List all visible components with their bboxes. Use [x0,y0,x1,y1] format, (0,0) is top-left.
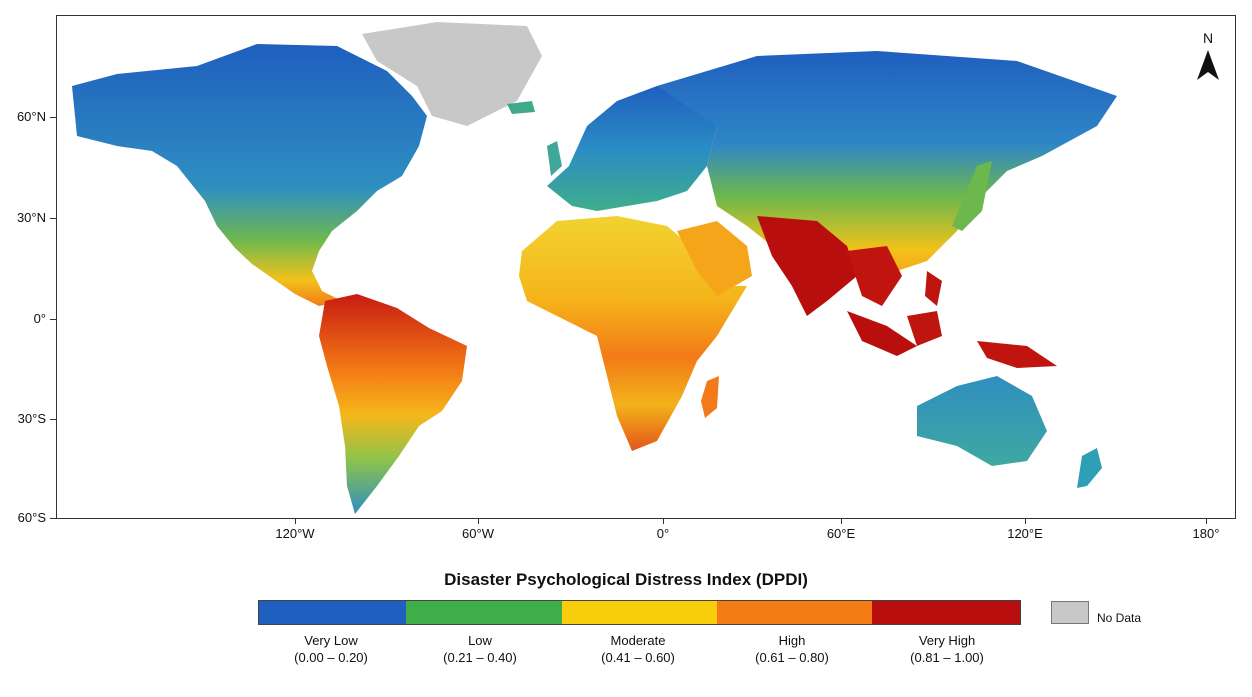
legend-label-very-high: Very High (0.81 – 1.00) [869,632,1025,666]
legend-class-range: (0.81 – 1.00) [910,650,984,665]
legend-label-very-low: Very Low (0.00 – 0.20) [253,632,409,666]
philippines-islands [925,271,942,306]
lat-tick-60n [50,117,56,118]
legend-title: Disaster Psychological Distress Index (D… [444,570,808,589]
lon-tick-0 [663,519,664,524]
legend-class-range: (0.41 – 0.60) [601,650,675,665]
southeast-asia-very-high-region [847,246,902,306]
lon-label-180: 180° [1192,526,1220,541]
british-isles [547,141,562,176]
lon-tick-120w [295,519,296,524]
europe-landmass [547,86,717,211]
legend-label-low: Low (0.21 – 0.40) [402,632,558,666]
borneo-island [907,311,942,346]
world-map [72,22,1117,514]
lon-label-60w: 60°W [462,526,494,541]
legend-class-name: High [778,633,806,648]
lon-label-120e: 120°E [1007,526,1043,541]
indonesia-islands [847,311,917,356]
lon-tick-60w [478,519,479,524]
north-america-landmass [72,44,427,306]
lat-tick-60s [50,518,56,519]
lon-tick-120e [1025,519,1026,524]
legend-color-bar [258,600,1021,625]
japan-islands [952,161,992,231]
iceland-island [507,101,535,114]
lon-tick-60e [841,519,842,524]
madagascar-landmass [701,376,719,418]
lat-tick-30n [50,218,56,219]
lat-tick-30s [50,419,56,420]
legend-class-range: (0.00 – 0.20) [294,650,368,665]
no-data-label: No Data [1097,611,1142,625]
legend-class-name: Moderate [610,633,666,648]
south-america-landmass [319,294,467,514]
map-frame [56,15,1236,519]
north-letter: N [1202,30,1214,46]
arabia-landmass [677,221,752,296]
lat-label-60n: 60°N [16,109,46,124]
legend-class-range: (0.61 – 0.80) [755,650,829,665]
lat-label-30s: 30°S [17,411,46,426]
lat-tick-0 [50,319,56,320]
lon-label-60e: 60°E [826,526,856,541]
legend-label-moderate: Moderate (0.41 – 0.60) [560,632,716,666]
lat-label-60s: 60°S [17,510,46,525]
new-guinea-island [977,341,1057,368]
legend-class-name: Very Low [304,633,358,648]
lon-label-120w: 120°W [275,526,315,541]
lat-label-30n: 30°N [16,210,46,225]
no-data-swatch [1051,601,1089,624]
legend-swatch-low [406,601,562,624]
new-zealand-islands [1077,448,1102,488]
legend-swatch-very-high [872,601,1020,624]
north-arrow-icon [1197,50,1219,80]
lat-label-0: 0° [33,311,46,326]
australia-landmass [917,376,1047,466]
south-asia-very-high-region [757,216,857,316]
lon-label-0: 0° [656,526,670,541]
africa-landmass [519,216,747,451]
legend-swatch-very-low [259,601,406,624]
lon-tick-180 [1206,519,1207,524]
legend-class-name: Very High [918,633,976,648]
legend-class-range: (0.21 – 0.40) [443,650,517,665]
asia-landmass [657,51,1117,316]
north-arrow: N [1193,30,1223,84]
legend-class-name: Low [468,633,492,648]
legend-swatch-high [717,601,872,624]
greenland-landmass [362,22,542,126]
legend-label-high: High (0.61 – 0.80) [714,632,870,666]
legend-swatch-moderate [562,601,717,624]
